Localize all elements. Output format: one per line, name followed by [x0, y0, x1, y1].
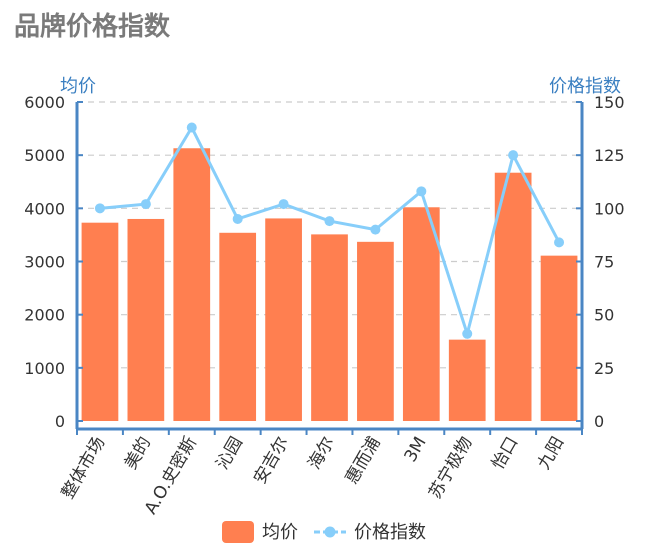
x-category-label: 沁园: [213, 434, 247, 473]
bar: [448, 339, 486, 421]
legend-label-line: 价格指数: [354, 522, 426, 543]
x-category-label: 美的: [121, 434, 155, 473]
x-category-label: 九阳: [534, 434, 568, 473]
legend-swatch-bar: [222, 521, 254, 543]
legend-label-bar: 均价: [262, 522, 298, 543]
bar: [127, 218, 165, 421]
chart-title: 品牌价格指数: [14, 12, 171, 42]
right-tick-label: 125: [594, 146, 625, 165]
bar: [357, 241, 394, 421]
x-category-label: 惠而浦: [342, 434, 385, 488]
x-category-label: 整体市场: [58, 434, 109, 503]
index-point: [416, 186, 427, 197]
left-tick-label: 0: [55, 412, 65, 431]
index-point: [278, 199, 289, 210]
index-point: [508, 150, 519, 161]
left-tick-label: 5000: [24, 146, 65, 165]
index-point: [324, 216, 335, 227]
left-tick-label: 1000: [24, 359, 65, 378]
bar: [402, 207, 440, 421]
x-category-label: 安吉尔: [250, 434, 293, 488]
index-point: [232, 213, 243, 224]
right-tick-label: 50: [594, 306, 614, 325]
right-tick-label: 0: [594, 412, 604, 431]
bar: [494, 172, 532, 421]
bar: [219, 232, 257, 421]
bar: [173, 148, 211, 421]
index-point: [140, 199, 151, 210]
bar: [81, 222, 119, 421]
bar: [265, 218, 302, 421]
left-tick-label: 2000: [24, 306, 65, 325]
right-tick-label: 75: [594, 253, 614, 272]
bar: [311, 234, 348, 421]
x-category-label: 海尔: [305, 434, 339, 473]
bar: [540, 255, 578, 421]
index-point: [370, 224, 381, 235]
index-point: [186, 122, 197, 133]
x-category-label: 苏宁极物: [425, 434, 476, 503]
x-category-label: 怡口: [488, 434, 522, 473]
left-tick-label: 3000: [24, 253, 65, 272]
right-tick-label: 150: [594, 93, 625, 112]
left-axis-title: 均价: [60, 76, 96, 97]
left-tick-label: 4000: [24, 199, 65, 218]
left-tick-label: 6000: [24, 93, 65, 112]
x-category-label: 3M: [401, 434, 431, 466]
legend-swatch-point: [324, 526, 336, 538]
index-point: [462, 328, 473, 339]
right-tick-label: 100: [594, 199, 625, 218]
index-point: [554, 237, 565, 248]
legend: 均价 价格指数: [222, 521, 426, 543]
right-tick-label: 25: [594, 359, 614, 378]
index-point: [94, 203, 105, 214]
right-axis-title: 价格指数: [549, 76, 621, 97]
